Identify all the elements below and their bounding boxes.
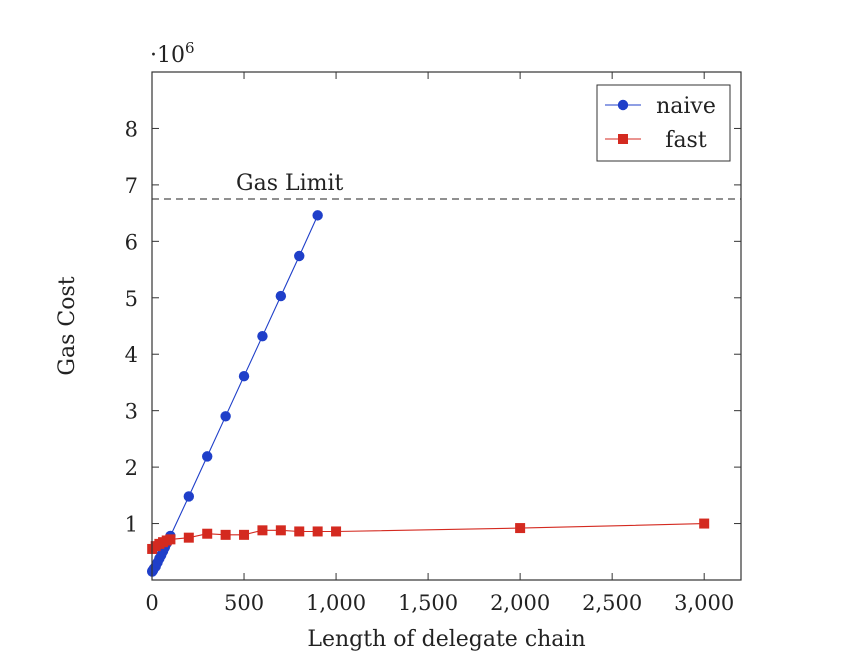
- series-line-fast: [151, 523, 705, 550]
- data-point-fast: [699, 518, 710, 529]
- x-tick-label: 1,000: [306, 591, 366, 615]
- data-point-naive: [202, 451, 213, 462]
- data-point-naive: [220, 411, 231, 422]
- legend-marker: [617, 99, 629, 111]
- y-tick-label: 3: [125, 400, 138, 424]
- data-point-fast: [275, 525, 286, 536]
- x-tick-label: 500: [224, 591, 264, 615]
- y-tick-label: 7: [125, 174, 138, 198]
- data-point-fast: [312, 526, 323, 537]
- y-tick-label: 8: [125, 117, 138, 141]
- series-group: [146, 210, 710, 577]
- data-point-naive: [257, 330, 268, 342]
- x-axis-label: Length of delegate chain: [307, 627, 585, 652]
- y-tick-label: 5: [125, 287, 138, 311]
- gas-limit-label: Gas Limit: [236, 171, 344, 196]
- data-point-fast: [202, 528, 213, 539]
- axes: 0 500 1,000 1,500 2,000 2,500 3,000 1 2 3 4 5 6 7 8: [125, 71, 742, 615]
- legend-item-naive: naive: [605, 94, 716, 119]
- data-point-fast: [294, 526, 305, 537]
- legend-label: naive: [656, 94, 716, 119]
- legend-box: [596, 84, 731, 162]
- data-point-naive: [294, 250, 305, 262]
- x-tick-label: 2,000: [490, 591, 550, 615]
- legend-marker: [618, 134, 628, 144]
- data-point-naive: [238, 371, 250, 382]
- data-point-fast: [257, 525, 268, 536]
- x-tick-label: 1,500: [398, 591, 458, 615]
- y-multiplier-base: ·10: [150, 43, 185, 68]
- series-naive: [146, 210, 323, 577]
- legend-item-fast: fast: [605, 128, 707, 153]
- y-multiplier-exponent: 6: [185, 39, 195, 57]
- plot-frame: [151, 71, 742, 581]
- series-line-naive: [151, 215, 319, 572]
- data-point-naive: [183, 491, 195, 502]
- gas-limit-line-group: Gas Limit: [152, 171, 741, 200]
- series-fast: [147, 518, 710, 554]
- x-tick-label: 2,500: [582, 591, 642, 615]
- data-point-fast: [165, 534, 176, 545]
- y-axis-label: Gas Cost: [55, 276, 80, 375]
- x-tick-label: 3,000: [674, 591, 734, 615]
- y-axis-multiplier: ·106: [150, 39, 195, 68]
- data-point-fast: [220, 529, 231, 540]
- data-point-fast: [183, 532, 194, 543]
- y-tick-label: 4: [125, 343, 138, 367]
- y-tick-label: 1: [125, 513, 138, 537]
- y-tick-label: 6: [125, 230, 138, 254]
- data-point-fast: [515, 523, 526, 534]
- data-point-naive: [275, 290, 287, 302]
- legend: naive fast: [596, 84, 731, 162]
- data-point-fast: [331, 526, 342, 537]
- data-point-fast: [239, 529, 250, 540]
- legend-label: fast: [665, 128, 707, 153]
- y-tick-label: 2: [125, 456, 138, 480]
- data-point-naive: [312, 210, 323, 221]
- x-tick-label: 0: [145, 591, 158, 615]
